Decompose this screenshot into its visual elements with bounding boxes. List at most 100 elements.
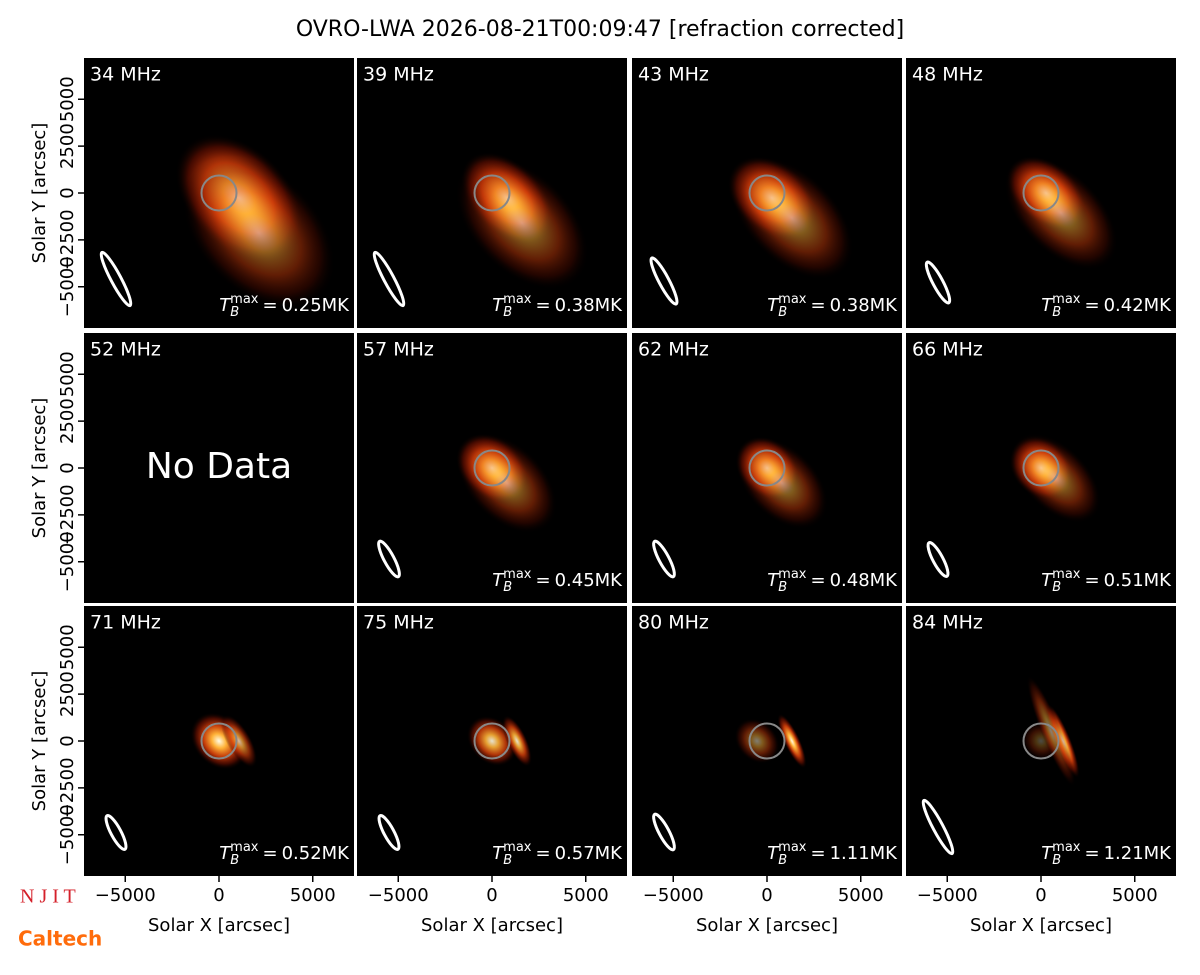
y-tick-label: −5000 bbox=[57, 256, 78, 317]
tmax-part: T bbox=[767, 295, 780, 316]
tmax-part: B bbox=[503, 580, 512, 595]
beam bbox=[377, 539, 401, 579]
tmax-part: 0.38MK bbox=[555, 295, 624, 316]
solar-disk bbox=[1022, 449, 1060, 487]
tmax-part: max bbox=[230, 840, 259, 855]
tmax-part: T bbox=[492, 570, 505, 591]
solar-disk bbox=[748, 722, 786, 760]
tmax-part: B bbox=[230, 853, 239, 868]
tmax-label: TBmax = 0.57MK bbox=[492, 840, 623, 868]
tmax-part: 0.48MK bbox=[830, 570, 899, 591]
panel bbox=[632, 606, 902, 876]
panel bbox=[906, 606, 1176, 876]
solar-disk bbox=[200, 722, 238, 760]
panel-title: 57 MHz bbox=[363, 339, 434, 361]
panel-title: 39 MHz bbox=[363, 64, 434, 86]
figure-title: OVRO-LWA 2026-08-21T00:09:47 [refraction… bbox=[296, 17, 904, 42]
tmax-part: B bbox=[1052, 580, 1061, 595]
tmax-part: T bbox=[492, 843, 505, 864]
panel bbox=[906, 58, 1176, 328]
tmax-part: = bbox=[810, 295, 825, 316]
tmax-part: T bbox=[767, 570, 780, 591]
emission bbox=[730, 156, 854, 280]
panel-title: 66 MHz bbox=[912, 339, 983, 361]
tmax-part: T bbox=[1041, 843, 1054, 864]
y-tick-label: 0 bbox=[57, 187, 78, 198]
tmax-part: max bbox=[230, 292, 259, 307]
njit-logo: N J I T bbox=[20, 886, 76, 908]
tmax-part: = bbox=[535, 295, 550, 316]
y-tick-label: 0 bbox=[57, 462, 78, 473]
tmax-part: T bbox=[219, 843, 232, 864]
panel-title: 75 MHz bbox=[363, 612, 434, 634]
x-tick-label: 0 bbox=[486, 885, 497, 906]
panel bbox=[632, 333, 902, 603]
tmax-part: B bbox=[1052, 305, 1061, 320]
y-tick-label: 2500 bbox=[57, 671, 78, 717]
tmax-part: = bbox=[535, 843, 550, 864]
beam bbox=[104, 814, 128, 851]
y-axis-label: Solar Y [arcsec] bbox=[29, 671, 50, 812]
panel bbox=[632, 58, 902, 328]
x-tick-label: 5000 bbox=[290, 885, 336, 906]
tmax-part: max bbox=[1052, 567, 1081, 582]
tmax-part: B bbox=[503, 305, 512, 320]
beam bbox=[652, 812, 676, 852]
tmax-label: TBmax = 0.38MK bbox=[767, 292, 898, 320]
tmax-part: B bbox=[503, 853, 512, 868]
tmax-label: TBmax = 0.25MK bbox=[219, 292, 350, 320]
tmax-label: TBmax = 0.38MK bbox=[492, 292, 623, 320]
y-tick-label: 5000 bbox=[57, 76, 78, 122]
panel-title: 84 MHz bbox=[912, 612, 983, 634]
tmax-part: 0.51MK bbox=[1104, 570, 1173, 591]
x-axis-label: Solar X [arcsec] bbox=[970, 915, 1112, 936]
tmax-part: 1.11MK bbox=[830, 843, 899, 864]
tmax-label: TBmax = 1.11MK bbox=[767, 840, 898, 868]
tmax-part: 0.38MK bbox=[830, 295, 899, 316]
solar-disk bbox=[1022, 174, 1060, 212]
panel bbox=[357, 333, 627, 603]
y-tick-label: 5000 bbox=[57, 624, 78, 670]
emission bbox=[502, 715, 532, 767]
beam bbox=[652, 539, 676, 579]
tmax-part: max bbox=[503, 567, 532, 582]
x-axis-label: Solar X [arcsec] bbox=[421, 915, 563, 936]
tmax-label: TBmax = 0.45MK bbox=[492, 567, 623, 595]
tmax-part: max bbox=[1052, 840, 1081, 855]
tmax-part: = bbox=[262, 295, 277, 316]
tmax-part: T bbox=[219, 295, 232, 316]
tmax-part: max bbox=[1052, 292, 1081, 307]
y-tick-label: −2500 bbox=[57, 484, 78, 545]
tmax-part: B bbox=[778, 305, 787, 320]
x-tick-label: −5000 bbox=[368, 885, 429, 906]
beam bbox=[649, 256, 679, 306]
no-data: No Data bbox=[146, 446, 292, 487]
solar-disk bbox=[200, 174, 238, 212]
tmax-part: T bbox=[1041, 295, 1054, 316]
panel-title: 62 MHz bbox=[638, 339, 709, 361]
x-tick-label: 5000 bbox=[1112, 885, 1158, 906]
x-axis-label: Solar X [arcsec] bbox=[148, 915, 290, 936]
tmax-label: TBmax = 0.51MK bbox=[1041, 567, 1172, 595]
x-tick-label: 5000 bbox=[563, 885, 609, 906]
tmax-label: TBmax = 1.21MK bbox=[1041, 840, 1172, 868]
tmax-part: = bbox=[1084, 843, 1099, 864]
panel-background bbox=[84, 333, 354, 603]
tmax-label: TBmax = 0.42MK bbox=[1041, 292, 1172, 320]
y-tick-label: 2500 bbox=[57, 398, 78, 444]
tmax-part: 1.21MK bbox=[1104, 843, 1173, 864]
tmax-part: B bbox=[1052, 853, 1061, 868]
y-tick-label: −2500 bbox=[57, 209, 78, 270]
x-axis-label: Solar X [arcsec] bbox=[696, 915, 838, 936]
tmax-part: = bbox=[810, 570, 825, 591]
tmax-part: max bbox=[778, 292, 807, 307]
emission bbox=[1026, 675, 1076, 787]
solar-disk bbox=[473, 722, 511, 760]
tmax-part: = bbox=[1084, 570, 1099, 591]
emission bbox=[777, 713, 807, 769]
tmax-part: 0.42MK bbox=[1104, 295, 1173, 316]
emission bbox=[182, 156, 336, 310]
tmax-label: TBmax = 0.52MK bbox=[219, 840, 350, 868]
x-tick-label: 5000 bbox=[838, 885, 884, 906]
